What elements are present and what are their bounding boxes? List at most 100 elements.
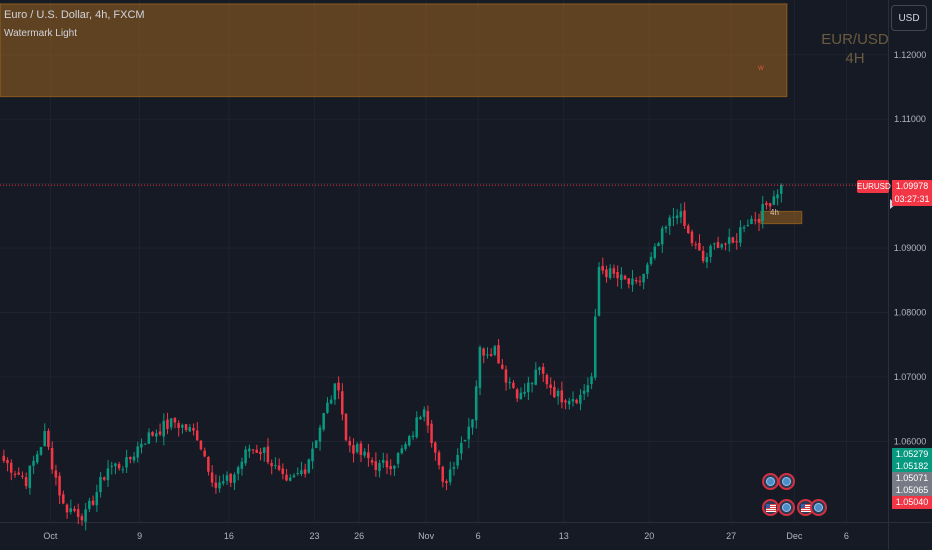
candle-body[interactable] bbox=[95, 492, 99, 506]
candle-body[interactable] bbox=[110, 465, 113, 467]
candle-body[interactable] bbox=[166, 419, 169, 430]
candle-body[interactable] bbox=[132, 456, 136, 461]
candle-body[interactable] bbox=[430, 423, 433, 444]
candle-body[interactable] bbox=[690, 231, 694, 244]
candle-body[interactable] bbox=[218, 482, 221, 489]
candle-body[interactable] bbox=[683, 210, 686, 226]
candle-body[interactable] bbox=[638, 280, 642, 282]
candle-body[interactable] bbox=[701, 250, 705, 261]
candle-body[interactable] bbox=[337, 382, 340, 391]
candle-body[interactable] bbox=[199, 440, 203, 450]
candle-body[interactable] bbox=[106, 468, 110, 481]
candle-body[interactable] bbox=[35, 454, 39, 463]
candle-body[interactable] bbox=[91, 500, 95, 505]
candle-body[interactable] bbox=[456, 454, 459, 466]
candle-body[interactable] bbox=[229, 473, 232, 483]
candle-body[interactable] bbox=[437, 452, 441, 466]
candle-body[interactable] bbox=[660, 228, 664, 245]
candle-body[interactable] bbox=[616, 272, 619, 279]
candle-body[interactable] bbox=[385, 460, 389, 468]
candle-body[interactable] bbox=[251, 449, 255, 451]
candle-body[interactable] bbox=[84, 509, 87, 522]
candle-body[interactable] bbox=[73, 508, 76, 511]
candle-body[interactable] bbox=[341, 391, 344, 415]
candle-body[interactable] bbox=[653, 246, 657, 258]
candle-body[interactable] bbox=[549, 384, 552, 389]
candle-body[interactable] bbox=[422, 409, 426, 417]
candle-body[interactable] bbox=[181, 424, 184, 428]
candle-body[interactable] bbox=[102, 477, 106, 480]
candle-body[interactable] bbox=[236, 467, 240, 474]
zone-4h[interactable] bbox=[760, 210, 803, 225]
candle-body[interactable] bbox=[117, 464, 121, 469]
candle-body[interactable] bbox=[486, 354, 489, 356]
candle-body[interactable] bbox=[288, 477, 292, 481]
candle-body[interactable] bbox=[731, 237, 735, 243]
candle-body[interactable] bbox=[221, 481, 225, 484]
candle-body[interactable] bbox=[99, 476, 102, 493]
candle-body[interactable] bbox=[500, 364, 504, 369]
candle-body[interactable] bbox=[434, 442, 437, 453]
candle-body[interactable] bbox=[188, 427, 192, 432]
candle-body[interactable] bbox=[541, 366, 545, 374]
candle-body[interactable] bbox=[419, 417, 422, 420]
candle-body[interactable] bbox=[575, 399, 578, 404]
candle-body[interactable] bbox=[597, 267, 601, 316]
candle-body[interactable] bbox=[497, 345, 500, 364]
candle-body[interactable] bbox=[233, 474, 236, 483]
candle-body[interactable] bbox=[768, 203, 772, 207]
candle-body[interactable] bbox=[277, 465, 281, 470]
candle-body[interactable] bbox=[322, 413, 325, 430]
candle-body[interactable] bbox=[765, 202, 768, 205]
candle-body[interactable] bbox=[121, 469, 125, 471]
candle-body[interactable] bbox=[634, 280, 638, 282]
candle-body[interactable] bbox=[724, 243, 727, 245]
candle-body[interactable] bbox=[381, 459, 385, 463]
candle-body[interactable] bbox=[155, 433, 158, 437]
candle-body[interactable] bbox=[553, 386, 556, 398]
candle-body[interactable] bbox=[649, 256, 653, 264]
candle-body[interactable] bbox=[80, 516, 84, 521]
candle-body[interactable] bbox=[195, 430, 199, 441]
candle-body[interactable] bbox=[757, 218, 761, 223]
candle-body[interactable] bbox=[407, 436, 411, 446]
candle-body[interactable] bbox=[445, 481, 448, 483]
candle-body[interactable] bbox=[753, 219, 757, 221]
candle-body[interactable] bbox=[564, 400, 567, 403]
candle-body[interactable] bbox=[296, 472, 299, 474]
candle-body[interactable] bbox=[140, 443, 143, 448]
candle-body[interactable] bbox=[329, 399, 333, 404]
candle-body[interactable] bbox=[686, 225, 690, 234]
indicator-label[interactable]: Watermark Light bbox=[4, 28, 77, 39]
globe-event-icon[interactable] bbox=[778, 499, 795, 516]
candle-body[interactable] bbox=[314, 440, 318, 449]
candle-body[interactable] bbox=[292, 475, 296, 478]
candle-body[interactable] bbox=[9, 462, 13, 473]
candle-body[interactable] bbox=[333, 383, 337, 400]
candle-body[interactable] bbox=[24, 477, 28, 487]
candle-body[interactable] bbox=[460, 442, 463, 454]
candle-body[interactable] bbox=[467, 426, 471, 440]
candle-body[interactable] bbox=[567, 400, 571, 405]
candle-body[interactable] bbox=[389, 466, 392, 470]
candle-body[interactable] bbox=[523, 391, 526, 394]
candle-body[interactable] bbox=[474, 386, 478, 421]
candle-body[interactable] bbox=[605, 269, 608, 278]
candle-body[interactable] bbox=[396, 453, 400, 464]
candle-body[interactable] bbox=[538, 367, 541, 370]
candle-body[interactable] bbox=[65, 504, 69, 513]
candle-body[interactable] bbox=[378, 463, 381, 472]
candle-body[interactable] bbox=[471, 419, 474, 428]
candle-body[interactable] bbox=[359, 443, 363, 455]
candle-body[interactable] bbox=[657, 243, 660, 247]
candle-body[interactable] bbox=[285, 474, 288, 481]
candle-body[interactable] bbox=[545, 375, 549, 385]
candle-body[interactable] bbox=[240, 461, 244, 469]
candle-body[interactable] bbox=[776, 194, 779, 199]
candle-body[interactable] bbox=[128, 456, 132, 460]
candle-body[interactable] bbox=[623, 275, 627, 280]
candle-body[interactable] bbox=[344, 413, 348, 441]
candle-body[interactable] bbox=[374, 461, 378, 470]
candle-body[interactable] bbox=[746, 224, 750, 226]
candle-body[interactable] bbox=[415, 417, 418, 438]
